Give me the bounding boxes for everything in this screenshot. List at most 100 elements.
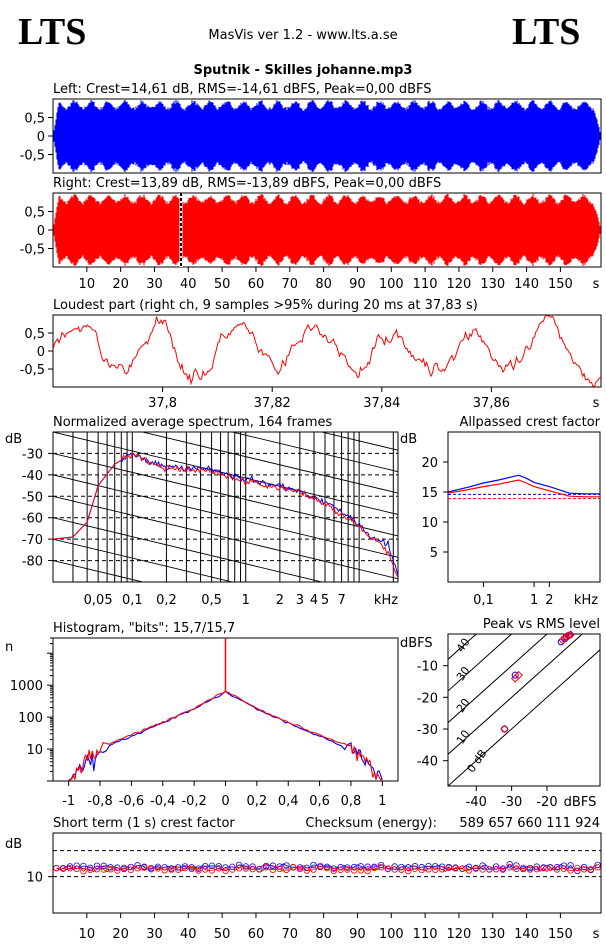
crest-line [448,634,584,756]
histogram-series-right [68,690,383,781]
stcrest-point-right [560,865,567,872]
stcrest-point-right [181,864,189,872]
y-tick-label: 0,5 [24,327,45,342]
x-tick-label: 10 [79,927,96,942]
x-tick-label: 7 [337,593,345,608]
histogram-series-left [68,690,383,781]
crest-line-label: 20 [454,696,473,715]
x-tick-label: 130 [480,927,505,942]
stcrest-point-right [134,864,141,872]
y-tick-label: 10 [26,871,43,886]
x-unit: s [593,277,600,292]
x-tick-label: 150 [548,277,573,292]
crest-line-label: 10 [454,728,473,747]
x-tick-label: 140 [514,927,539,942]
stcrest-point-right [269,866,277,873]
x-tick-label: 70 [282,277,299,292]
stcrest-point-right [80,867,87,875]
stcrest-point-right [404,867,412,875]
x-tick-label: 90 [349,927,366,942]
y-tick-label: 10 [421,516,438,531]
stcrest-point-right [499,866,507,873]
stcrest-point-right [580,866,588,873]
stcrest-point-right [432,866,439,873]
x-tick-label: 1 [378,794,386,809]
x-unit: kHz [574,593,598,608]
stcrest-point-right [479,866,486,873]
stcrest-point-right [127,866,135,874]
x-tick-label: 20 [112,277,129,292]
y-tick-label: -0,5 [20,149,45,164]
stcrest-point-left [66,863,74,870]
spectrum-lines [53,451,398,578]
stcrest-point-right [486,866,493,873]
x-tick-label: 0,8 [341,794,362,809]
plot-frame [52,832,602,914]
pvr-point-right [558,636,568,645]
stcrest-point-left [87,864,94,872]
stcrest-point-right [540,864,547,872]
pvr-point-right [500,724,509,734]
stcrest-point-left [432,863,439,870]
stcrest-point-right [283,866,290,874]
stcrest-point-right [364,867,371,875]
stcrest-point-right [337,866,344,874]
slope-line [53,560,145,582]
stcrest-point-right [371,864,378,872]
x-tick-label: 80 [315,927,332,942]
y-unit: dB [5,432,22,447]
stcrest-point-right [567,867,574,874]
stcrest-point-left [215,863,222,870]
x-tick-label: 50 [214,277,231,292]
y-tick-label: -60 [22,512,43,527]
stcrest-point-right [87,866,94,873]
plot-frame [52,431,399,583]
stcrest-point-right [384,865,392,873]
slope-line [53,538,235,582]
y-tick-label: -30 [417,723,438,738]
slope-line [53,474,398,558]
stcrest-point-left [567,862,574,869]
x-tick-label: 37,84 [363,396,400,411]
x-tick-label: -40 [466,795,487,810]
x-tick-label: -0,8 [87,794,112,809]
pvr-point-right [560,633,569,643]
x-tick-label: 70 [282,927,299,942]
stcrest-point-left [208,862,216,870]
y-tick-label: 10 [26,743,43,758]
stcrest-point-left [377,861,385,869]
y-unit: n [5,640,13,655]
stcrest-point-right [350,867,358,874]
x-tick-label: 140 [514,277,539,292]
stcrest-point-right [222,867,229,874]
x-tick-label: 3 [296,593,304,608]
pvr-point-right [514,670,523,680]
stcrest-point-right [357,867,365,874]
stcrest-point-right [235,864,243,872]
crest-line-label: 0 dB [465,747,490,775]
x-tick-label: -0,4 [150,794,175,809]
stcrest-point-right [323,864,331,872]
y-tick-label: 0 [37,224,45,239]
x-unit: s [593,927,600,942]
y-tick-label: -50 [22,490,43,505]
stcrest-point-right [533,865,540,873]
x-tick-label: 0,2 [247,794,268,809]
stcrest-point-right [465,867,473,874]
stcrest-point-right [114,867,121,874]
stcrest-point-left [465,863,473,871]
stcrest-point-right [377,864,385,871]
y-tick-label: -80 [22,555,43,570]
panel-title: Loudest part (right ch, 9 samples >95% d… [53,298,478,313]
slope-line [53,495,398,580]
y-tick-label: -20 [417,691,438,706]
stcrest-point-right [195,867,202,874]
stcrest-point-right [202,866,209,873]
stcrest-point-right [174,866,182,873]
panel-title: Peak vs RMS level [483,617,600,632]
panel-title: Normalized average spectrum, 164 frames [53,415,332,430]
x-tick-label: 0,6 [309,794,330,809]
stcrest-point-left [202,862,209,870]
panel-title: Left: Crest=14,61 dB, RMS=-14,61 dBFS, P… [53,82,432,97]
stcrest-point-right [59,864,67,872]
